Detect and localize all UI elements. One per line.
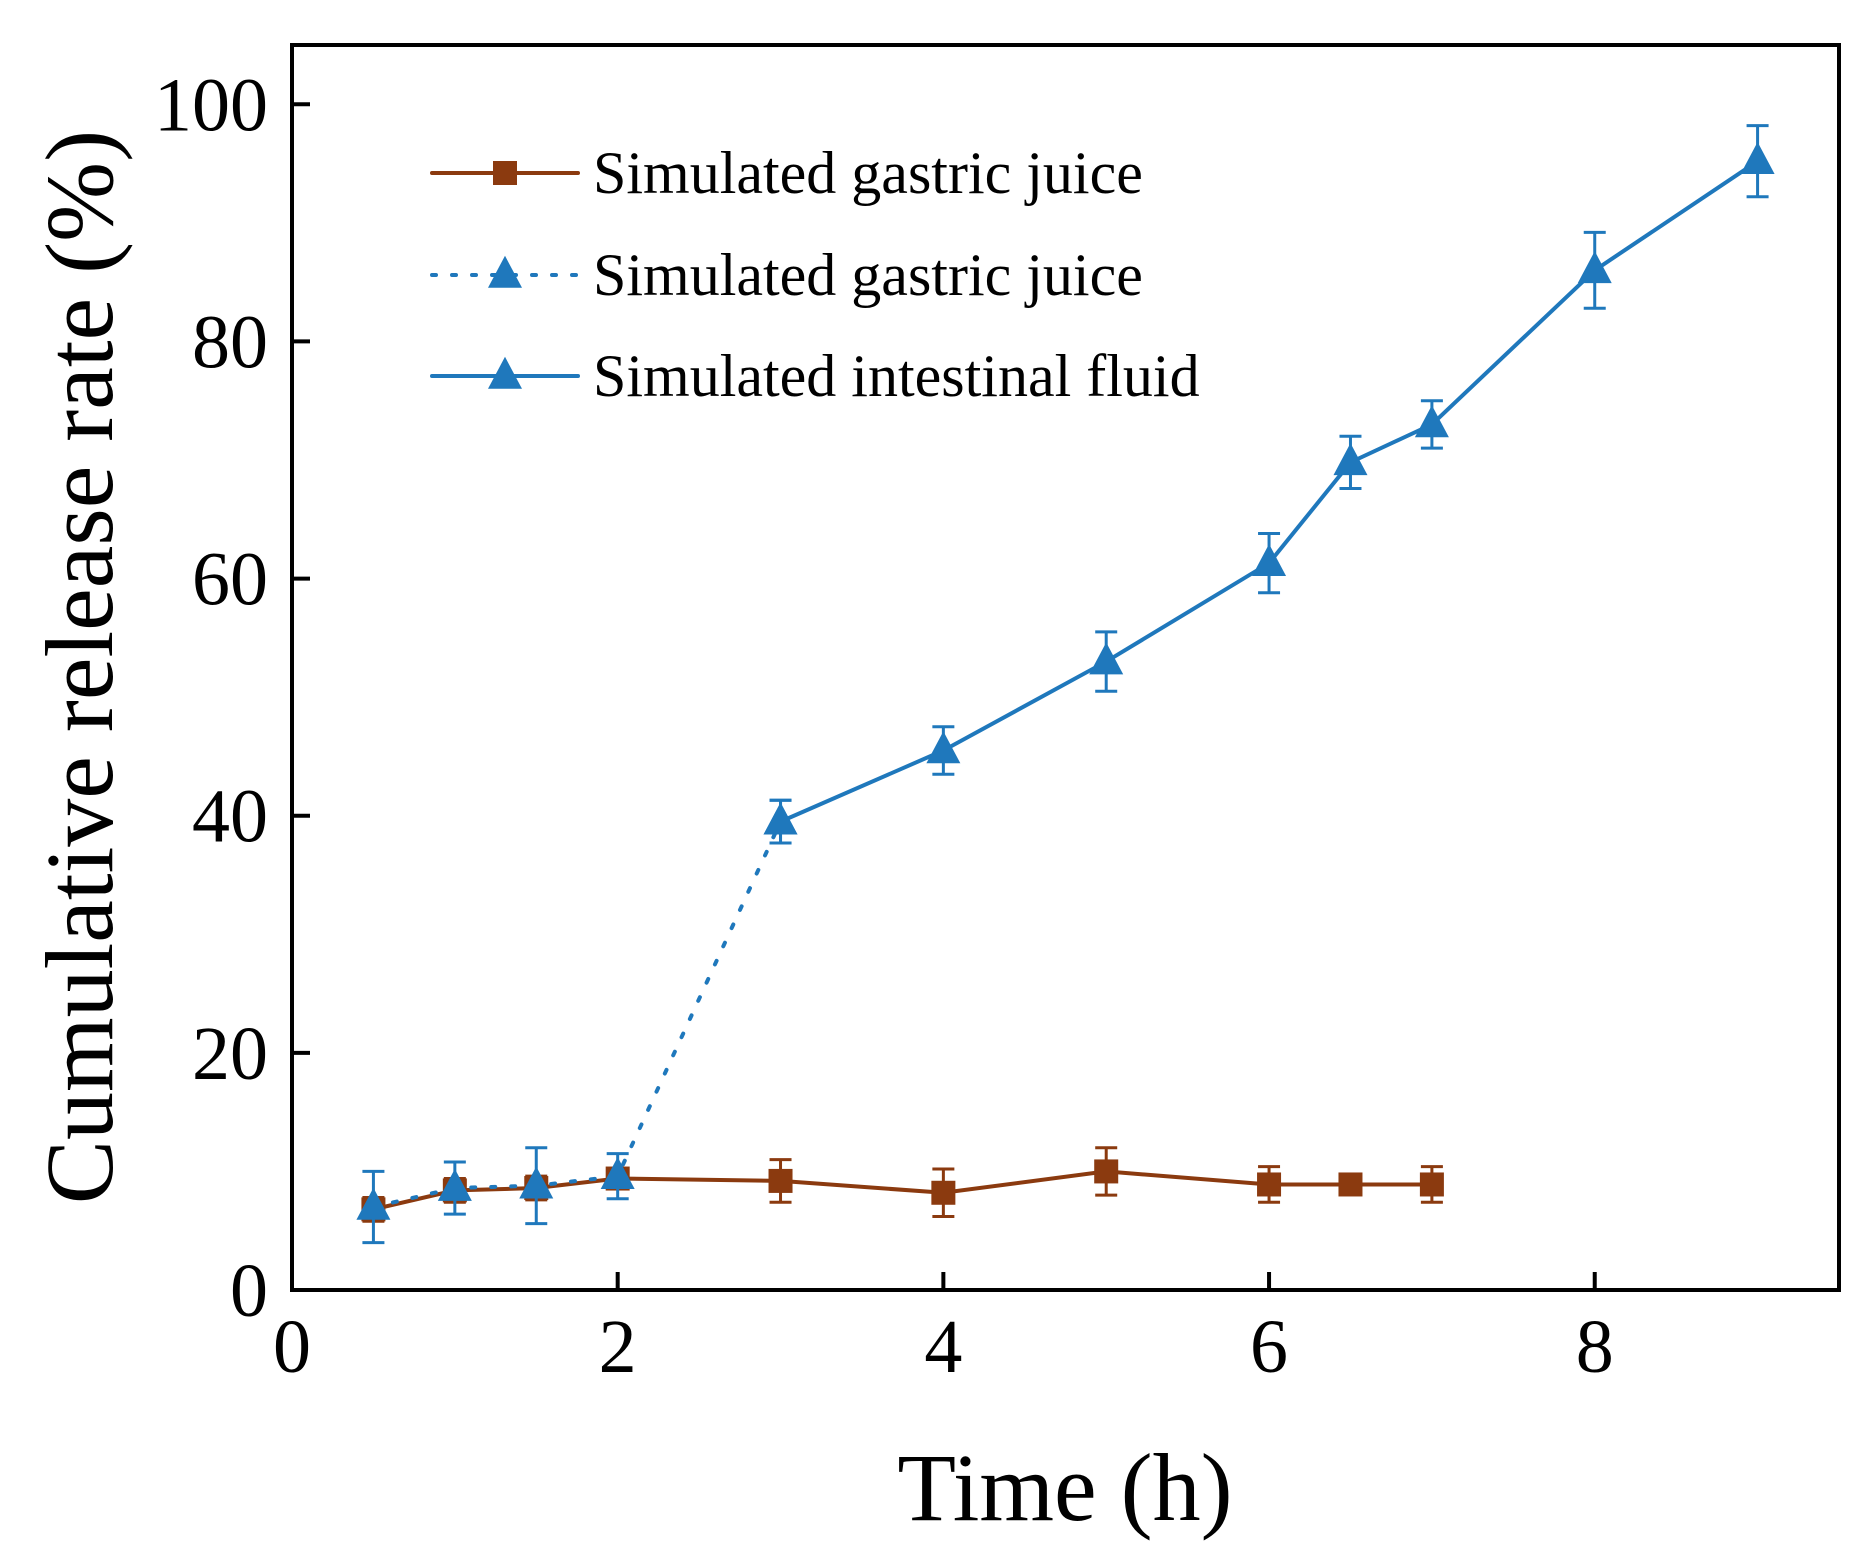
x-tick-label-4: 4 xyxy=(924,1305,962,1389)
series-layer xyxy=(356,124,1775,1245)
x-tick-label-2: 2 xyxy=(599,1305,637,1389)
legend-label-1: Simulated gastric juice xyxy=(593,242,1143,308)
y-axis-title: Cumulative release rate (%) xyxy=(26,130,133,1204)
series-0-point-5 xyxy=(931,1180,956,1205)
series-0-point-7 xyxy=(1257,1172,1282,1197)
series-1-line xyxy=(371,819,783,1209)
legend-marker-2 xyxy=(488,356,522,389)
series-0-point-6 xyxy=(1094,1159,1119,1184)
legend-item-0: Simulated gastric juice xyxy=(430,140,1143,206)
series-1-point-2 xyxy=(519,1166,554,1199)
legend: Simulated gastric juice Simulated gastric… xyxy=(430,140,1200,409)
legend-label-2: Simulated intestinal fluid xyxy=(593,343,1200,409)
series-2-point-4 xyxy=(1333,443,1368,476)
x-axis-title: Time (h) xyxy=(897,1434,1232,1541)
legend-marker-1 xyxy=(488,255,522,288)
plot-frame xyxy=(290,43,1841,1292)
x-tick-label-0: 0 xyxy=(273,1305,311,1389)
x-tick-label-8: 8 xyxy=(1576,1305,1614,1389)
x-tick-label-6: 6 xyxy=(1250,1305,1288,1389)
series-0-point-9 xyxy=(1419,1172,1444,1197)
series-0 xyxy=(361,1146,1444,1223)
series-1-point-3 xyxy=(600,1156,635,1189)
series-2-point-2 xyxy=(1089,642,1124,675)
y-tick-label-0: 0 xyxy=(230,1249,268,1333)
y-tick-label-40: 40 xyxy=(192,775,268,859)
series-2-point-1 xyxy=(926,731,961,764)
series-0-line xyxy=(371,1169,1434,1212)
series-2-point-3 xyxy=(1252,543,1287,576)
series-2 xyxy=(763,124,1775,845)
series-2-point-0 xyxy=(763,802,798,835)
legend-item-2: Simulated intestinal fluid xyxy=(430,343,1200,409)
axis-ticks xyxy=(290,102,1597,1292)
y-tick-label-60: 60 xyxy=(192,538,268,622)
series-1-point-0 xyxy=(356,1187,391,1220)
series-0-point-8 xyxy=(1338,1172,1363,1197)
series-0-point-4 xyxy=(768,1168,793,1193)
y-tick-label-100: 100 xyxy=(154,63,268,147)
series-2-line xyxy=(778,159,1760,824)
series-1-point-1 xyxy=(437,1168,472,1201)
series-2-point-5 xyxy=(1414,405,1449,438)
series-2-point-7 xyxy=(1740,142,1775,174)
legend-item-1: Simulated gastric juice xyxy=(430,242,1143,308)
legend-label-0: Simulated gastric juice xyxy=(593,140,1143,206)
legend-marker-0 xyxy=(493,161,517,185)
series-1 xyxy=(356,798,798,1245)
series-2-point-6 xyxy=(1577,251,1612,284)
y-tick-label-20: 20 xyxy=(192,1012,268,1096)
y-tick-label-80: 80 xyxy=(192,300,268,384)
